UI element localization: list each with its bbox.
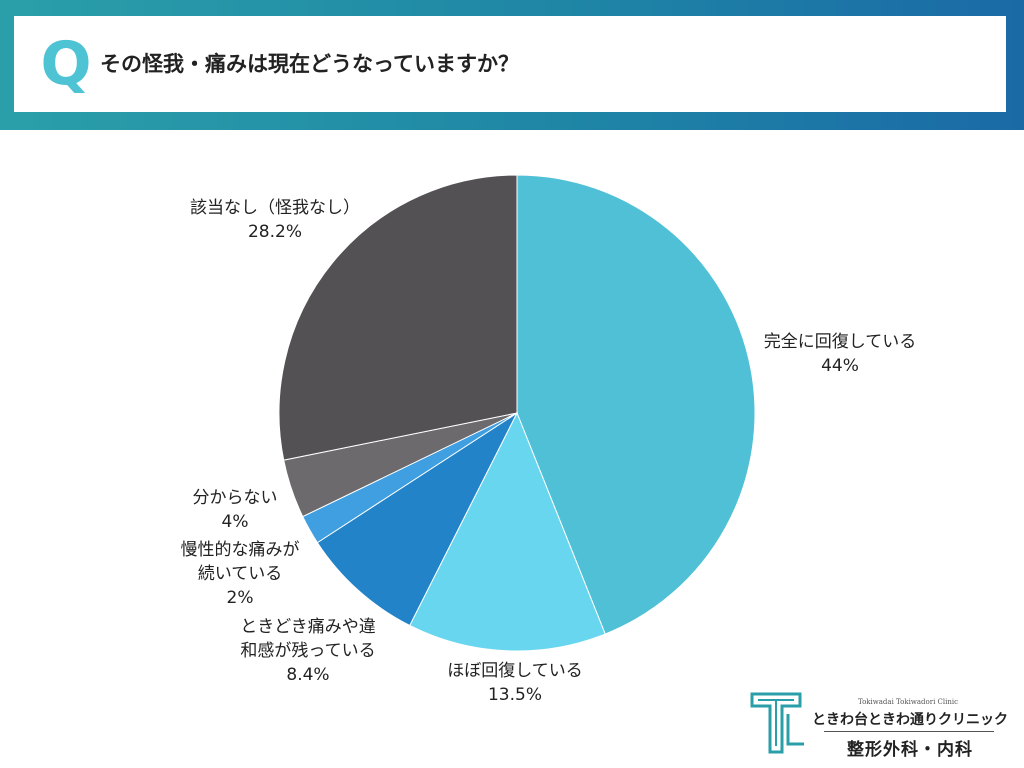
slice-label-text: 続いている xyxy=(197,564,283,584)
slice-label-mostly-recovered: ほぼ回復している 13.5% xyxy=(410,659,620,707)
clinic-logo-icon xyxy=(750,692,804,754)
pie-slice-sometimes-pain xyxy=(316,411,519,627)
slice-label-not-applicable: 該当なし（怪我なし） 28.2% xyxy=(170,196,380,244)
slice-value-text: 8.4% xyxy=(286,665,330,685)
clinic-name-en: Tokiwadai Tokiwadori Clinic xyxy=(857,698,959,706)
clinic-logo: Tokiwadai Tokiwadori Clinic ときわ台ときわ通りクリニ… xyxy=(744,692,1014,760)
slice-value-text: 13.5% xyxy=(487,685,542,705)
q-mark: Q xyxy=(40,29,92,99)
slice-label-unknown: 分からない 4% xyxy=(170,486,300,534)
pie-slice-fully-recovered xyxy=(516,174,756,635)
slice-label-text: 慢性的な痛みが xyxy=(180,540,300,560)
slice-label-chronic-pain: 慢性的な痛みが 続いている 2% xyxy=(165,538,315,610)
slice-label-sometimes-pain: ときどき痛みや違 和感が残っている 8.4% xyxy=(228,615,388,687)
clinic-departments: 整形外科・内科 xyxy=(847,740,973,760)
slice-label-fully-recovered: 完全に回復している 44% xyxy=(740,330,940,378)
slice-label-text: 該当なし（怪我なし） xyxy=(190,198,360,218)
slice-label-text: 完全に回復している xyxy=(763,332,917,352)
page-title: その怪我・痛みは現在どうなっていますか？ xyxy=(100,52,519,76)
pie-slice-mostly-recovered xyxy=(409,411,606,652)
slice-value-text: 4% xyxy=(221,512,249,532)
header-banner: Q その怪我・痛みは現在どうなっていますか？ xyxy=(0,0,1024,130)
slice-value-text: 44% xyxy=(821,356,859,376)
slice-value-text: 28.2% xyxy=(247,222,302,242)
logo-divider xyxy=(824,731,994,732)
slice-value-text: 2% xyxy=(226,588,254,608)
clinic-name: ときわ台ときわ通りクリニック xyxy=(812,712,1008,728)
pie-slice-not-applicable xyxy=(278,174,518,461)
slice-label-text: ときどき痛みや違 xyxy=(240,617,376,637)
header-panel: Q その怪我・痛みは現在どうなっていますか？ xyxy=(14,16,1006,112)
slice-label-text: 分からない xyxy=(192,488,278,508)
slice-label-text: 和感が残っている xyxy=(240,641,376,661)
slice-label-text: ほぼ回復している xyxy=(447,661,583,681)
